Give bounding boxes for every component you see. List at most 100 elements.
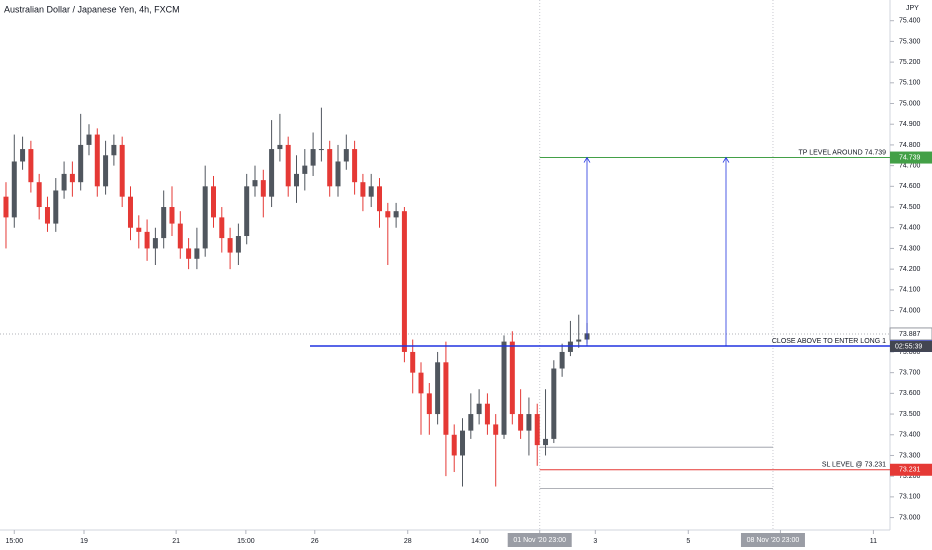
y-tick-label: 74.400 [899,225,921,232]
y-tick-label: 73.000 [899,514,921,521]
x-tick-label: 28 [404,538,412,545]
candle-body [410,351,416,373]
candle-body [559,351,565,369]
y-tick-label: 75.100 [899,80,921,87]
candle-body [476,403,482,415]
candle-body [460,430,466,456]
y-tick-label: 73.800 [899,349,921,356]
candle-body [202,186,208,249]
candle-body [3,196,9,218]
candle-body [144,231,150,249]
level-price-box [890,463,932,476]
candle-body [119,144,125,197]
candle-body [385,211,391,218]
candle-body [28,149,34,183]
candle-body [294,173,300,187]
candle-body [518,414,524,431]
candle-body [302,165,308,174]
candle-body [327,149,333,187]
candle-body [103,155,109,187]
y-tick-label: 73.500 [899,411,921,418]
countdown-box [890,340,932,352]
y-tick-label: 75.000 [899,100,921,107]
candle-body [360,182,366,197]
x-tick-label: 26 [311,538,319,545]
y-tick-label: 74.700 [899,162,921,169]
candle-body [418,372,424,394]
arrow-head [583,156,591,163]
candle-body [435,362,441,415]
y-tick-label: 75.300 [899,38,921,45]
candle-body [86,134,92,145]
candle-body [526,414,532,431]
candle-body [509,341,515,415]
x-tick-label: 14:00 [471,538,489,545]
candle-body [94,134,100,187]
y-tick-label: 75.200 [899,59,921,66]
level-price-box [890,151,932,164]
level-label: TP LEVEL AROUND 74.739 [798,149,886,156]
candle-body [352,149,358,183]
x-tick-label: 19 [80,538,88,545]
y-tick-label: 73.600 [899,390,921,397]
candle-body [244,186,250,237]
candle-body [468,414,474,431]
candle-body [127,196,133,228]
candle-body [377,186,383,212]
candle-body [61,173,67,191]
candle-body [401,211,407,352]
last-price-box [889,327,932,341]
y-tick-label: 74.000 [899,307,921,314]
y-tick-label: 73.400 [899,432,921,439]
countdown-label: 02:55:39 [895,343,922,350]
x-tick-label: 21 [172,538,180,545]
candle-body [11,161,17,218]
candle-body [194,248,200,259]
candle-body [534,414,540,446]
candle-body [227,238,233,253]
crosshair-label-box [507,533,572,547]
candle-body [177,223,183,249]
y-tick-label: 73.200 [899,473,921,480]
candle-body [310,149,316,166]
candle-body [20,149,26,162]
arrow-head [722,156,730,163]
candle-body [576,339,582,342]
candle-body [551,368,557,439]
candle-body [567,341,573,352]
candle-body [210,186,216,218]
y-tick-label: 73.700 [899,370,921,377]
candle-body [161,207,167,239]
y-tick-label: 73.100 [899,494,921,501]
candle-body [543,438,549,446]
last-price-label: 73.887 [899,331,921,338]
y-tick-label: 74.500 [899,204,921,211]
x-tick-label: 3 [593,538,597,545]
level-price-label: 74.739 [899,154,921,161]
level-price-label: 73.231 [899,467,921,474]
y-tick-label: 74.300 [899,245,921,252]
candle-body [269,149,275,197]
candle-body [393,211,399,218]
candle-body [493,424,499,435]
crosshair-label: 08 Nov '20 23:00 [747,537,800,544]
candle-body [53,190,59,224]
candle-body [318,149,324,151]
level-label: CLOSE ABOVE TO ENTER LONG 1 [772,338,886,345]
crosshair-label-box [740,533,805,547]
candle-body [484,403,490,425]
candle-body [235,236,241,253]
candle-body [426,393,432,415]
candle-body [111,144,117,156]
chart-title: Australian Dollar / Japanese Yen, 4h, FX… [4,4,180,14]
candle-body [501,341,507,435]
candle-body [451,434,457,456]
candle-body [78,144,84,183]
candle-body [277,144,283,150]
candle-body [343,149,349,162]
candle-body [186,248,192,259]
y-tick-label: 74.200 [899,266,921,273]
candle-body [252,180,258,187]
